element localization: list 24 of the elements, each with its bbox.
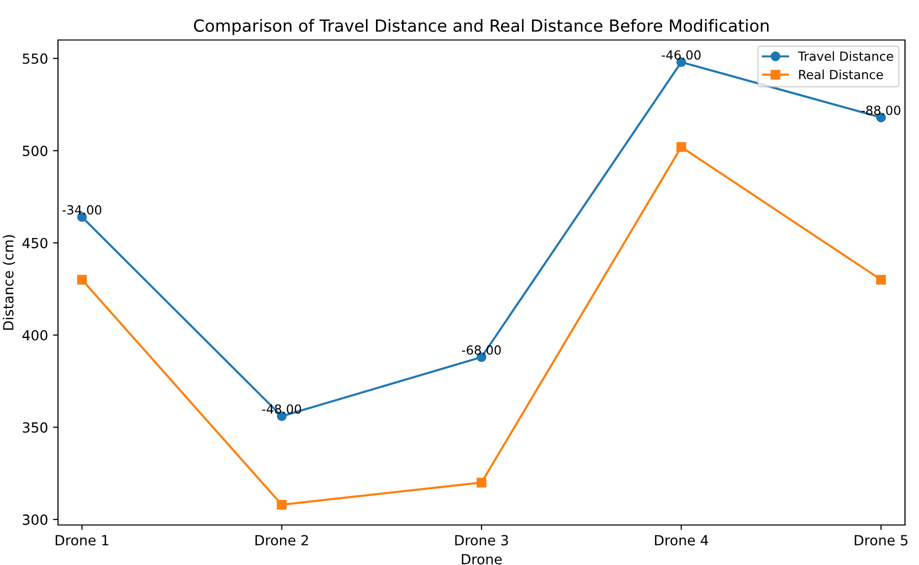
point [476,478,486,488]
y-tick-label: 450 [22,238,48,248]
x-tick-label: Drone 4 [655,535,708,546]
annotation: -46.00 [662,50,701,60]
x-tick-label: Drone 1 [56,535,108,546]
legend-label: Real Distance [799,70,883,80]
chart-title: Comparison of Travel Distance and Real Distance Before Modification [194,19,769,36]
y-tick-label: 300 [22,514,48,525]
point [676,142,686,152]
x-tick-label: Drone 2 [256,534,308,546]
point [276,500,287,510]
x-tick-label: Drone 3 [455,534,508,546]
y-tick-label: 550 [22,53,48,64]
y-axis-title: Distance (cm) [2,235,16,330]
y-tick-label: 350 [22,422,48,433]
legend-label: Travel Distance [798,51,894,61]
x-axis-title: Drone [462,554,502,564]
annotation: -88.00 [861,106,900,116]
point [77,274,87,285]
annotation: -34.00 [62,205,102,215]
y-tick-label: 500 [22,146,48,156]
x-tick-label: Drone 5 [854,535,908,546]
y-tick-label: 400 [22,330,48,341]
point [876,274,886,285]
